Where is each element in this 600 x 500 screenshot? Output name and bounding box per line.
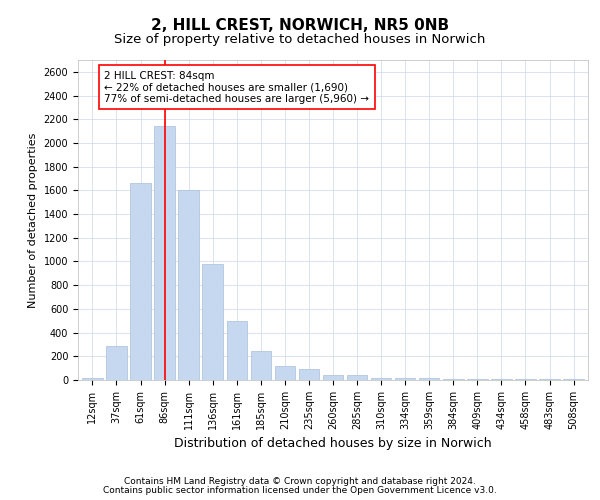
Bar <box>202 264 223 380</box>
Text: Contains HM Land Registry data © Crown copyright and database right 2024.: Contains HM Land Registry data © Crown c… <box>124 477 476 486</box>
Bar <box>563 379 584 380</box>
Bar <box>323 376 343 380</box>
Bar <box>299 368 319 380</box>
Bar <box>154 126 175 380</box>
Bar <box>106 346 127 380</box>
Bar <box>515 379 536 380</box>
Y-axis label: Number of detached properties: Number of detached properties <box>28 132 38 308</box>
Text: Size of property relative to detached houses in Norwich: Size of property relative to detached ho… <box>115 32 485 46</box>
Bar <box>130 184 151 380</box>
Bar <box>419 378 439 380</box>
Bar <box>82 378 103 380</box>
Text: Contains public sector information licensed under the Open Government Licence v3: Contains public sector information licen… <box>103 486 497 495</box>
Bar <box>227 320 247 380</box>
Text: 2, HILL CREST, NORWICH, NR5 0NB: 2, HILL CREST, NORWICH, NR5 0NB <box>151 18 449 32</box>
Bar <box>467 379 488 380</box>
Bar <box>395 378 415 380</box>
Text: 2 HILL CREST: 84sqm
← 22% of detached houses are smaller (1,690)
77% of semi-det: 2 HILL CREST: 84sqm ← 22% of detached ho… <box>104 70 370 104</box>
Bar <box>178 190 199 380</box>
Bar <box>275 366 295 380</box>
Bar <box>491 379 512 380</box>
Bar <box>443 379 464 380</box>
Bar <box>251 351 271 380</box>
X-axis label: Distribution of detached houses by size in Norwich: Distribution of detached houses by size … <box>174 438 492 450</box>
Bar <box>347 376 367 380</box>
Bar <box>371 378 391 380</box>
